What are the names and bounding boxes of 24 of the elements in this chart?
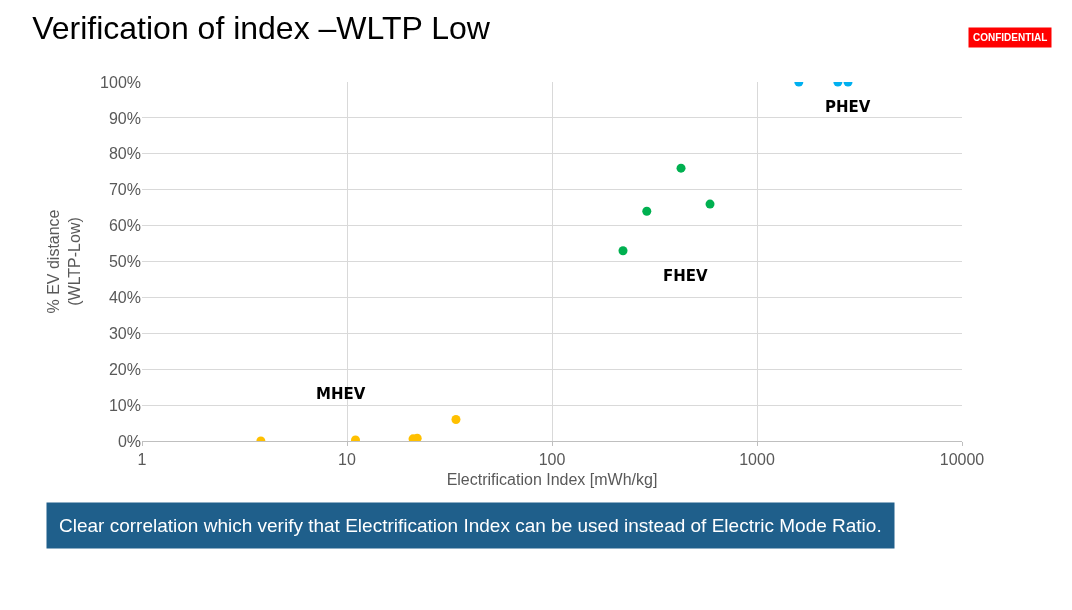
y-tick-label: 80% xyxy=(108,145,141,163)
text: Clear correlation which verify that Electrification Index can be used instead of Electric Mode Ratio. xyxy=(59,515,882,536)
x-tick-label: 100 xyxy=(538,451,566,469)
x-tick-label: 10 xyxy=(338,451,356,469)
y-tick-label: 0% xyxy=(117,432,141,450)
text: MHEV xyxy=(316,385,366,403)
y-tick-label: 30% xyxy=(108,324,141,342)
y-tick-label: 70% xyxy=(108,181,141,199)
y-tick-label: 40% xyxy=(108,289,141,306)
x-tick-label: 1 xyxy=(137,451,147,469)
y-tick-label: 20% xyxy=(108,360,141,378)
y-tick-label: 60% xyxy=(108,217,141,235)
y-tick-label: 50% xyxy=(108,253,141,271)
y-tick-label: 10% xyxy=(108,396,141,414)
text: CONFIDENTIAL xyxy=(973,32,1048,43)
x-tick-label: 1000 xyxy=(739,451,775,469)
y-tick-label: 100% xyxy=(100,73,141,91)
text: FHEV xyxy=(663,267,709,285)
x-tick-label: 10000 xyxy=(939,451,985,469)
y-axis-title: % EV distance (WLTP-Low) xyxy=(45,209,83,314)
series-label: PHEV xyxy=(825,98,871,116)
chart-title: Verification of index –WLTP Low xyxy=(32,9,491,46)
x-axis-title: Electrification Index [mWh/kg] xyxy=(446,470,658,488)
y-tick-label: 90% xyxy=(108,109,141,127)
